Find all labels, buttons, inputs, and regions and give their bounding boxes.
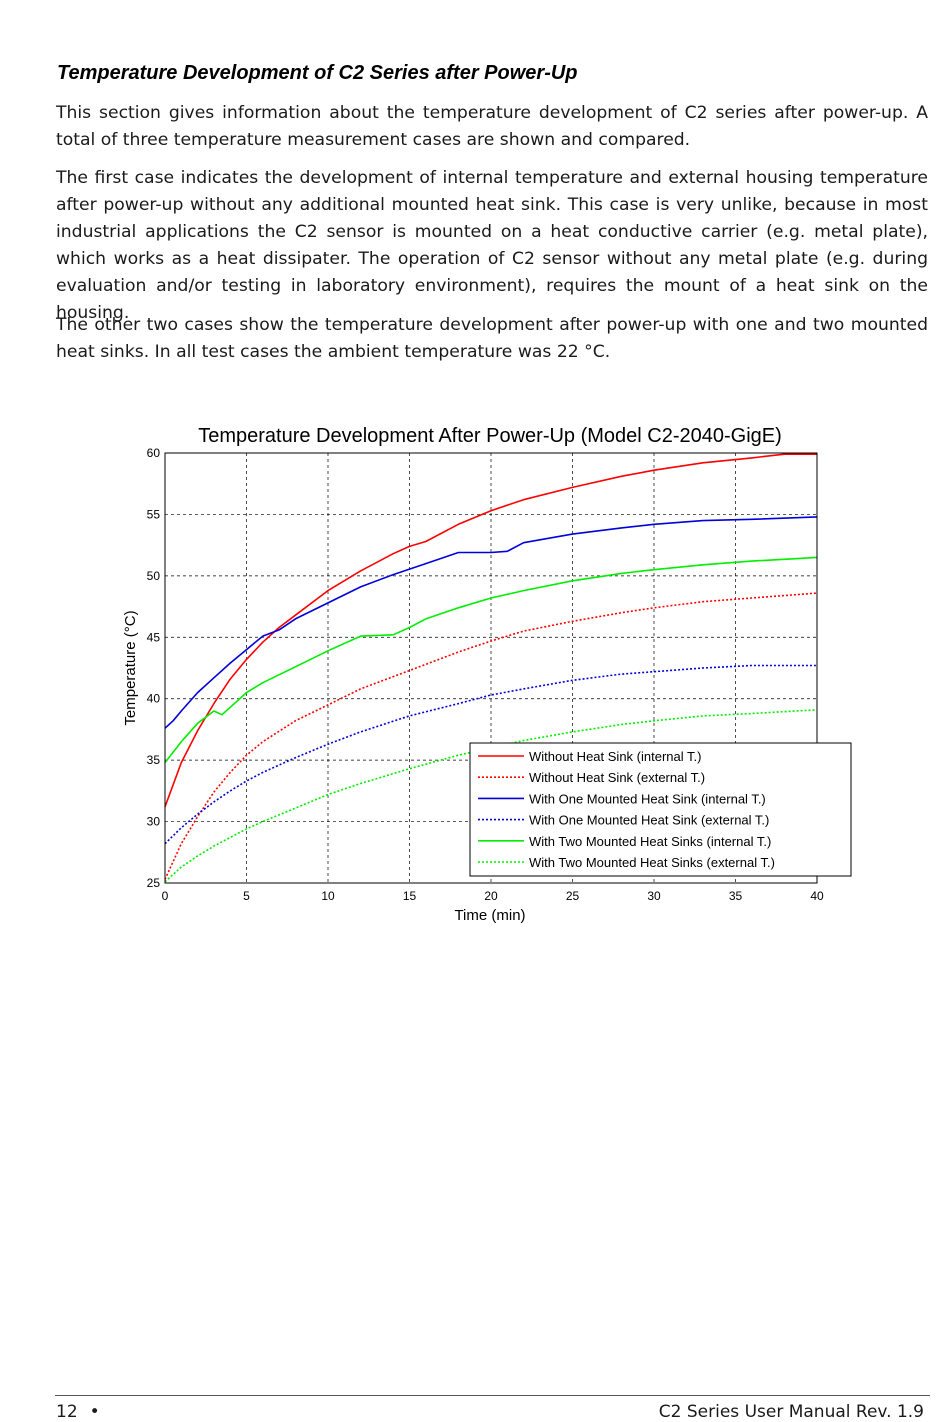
y-tick-label: 60 [147,446,161,460]
y-tick-label: 30 [147,815,161,829]
legend-entry: With Two Mounted Heat Sinks (internal T.… [529,834,771,849]
y-tick-label: 45 [147,630,161,644]
x-tick-label: 35 [729,889,743,903]
x-axis-label: Time (min) [454,907,525,924]
footer-document-title: C2 Series User Manual Rev. 1.9 [658,1402,924,1422]
section-heading: Temperature Development of C2 Series aft… [57,62,578,84]
series-line-2 [164,592,818,880]
x-tick-label: 25 [566,889,580,903]
x-tick-label: 40 [810,889,824,903]
footer-page-number-group: 12 • [56,1402,100,1422]
x-tick-label: 20 [484,889,498,903]
legend-entry: With One Mounted Heat Sink (internal T.) [529,791,766,806]
x-tick-label: 15 [403,889,417,903]
y-tick-label: 55 [147,507,161,521]
chart-title: Temperature Development After Power-Up (… [198,425,782,447]
series-lines [164,453,818,883]
temperature-chart: Temperature Development After Power-Up (… [122,425,852,924]
x-tick-label: 5 [243,889,250,903]
legend-entry: With Two Mounted Heat Sinks (external T.… [529,855,775,870]
chart-legend: Without Heat Sink (internal T.) Without H… [469,742,852,877]
y-axis-label: Temperature (°C) [122,610,139,725]
axis-ticks: 0 5 10 15 20 25 30 35 40 25 30 35 40 45 50 55 60 [147,446,824,903]
series-line-1 [164,453,817,808]
x-tick-label: 0 [162,889,169,903]
page-number: 12 [56,1402,78,1422]
series-line-4 [164,664,817,845]
x-tick-label: 10 [321,889,335,903]
plot-frame [164,452,818,884]
legend-entry: With One Mounted Heat Sink (external T.) [529,813,769,828]
legend-box [469,742,852,877]
legend-entry: Without Heat Sink (external T.) [529,770,705,785]
x-tick-label: 30 [647,889,661,903]
y-tick-label: 50 [147,569,161,583]
y-tick-label: 25 [147,876,161,890]
intro-paragraph: This section gives information about the… [56,103,928,150]
footer-divider [55,1395,930,1396]
y-tick-label: 40 [147,692,161,706]
first-case-paragraph: The first case indicates the development… [56,168,928,323]
y-tick-label: 35 [147,753,161,767]
legend-entry: Without Heat Sink (internal T.) [529,749,701,764]
other-cases-paragraph: The other two cases show the temperature… [56,315,928,362]
series-line-3 [164,516,818,729]
footer-bullet: • [89,1402,100,1422]
series-line-5 [164,556,818,764]
